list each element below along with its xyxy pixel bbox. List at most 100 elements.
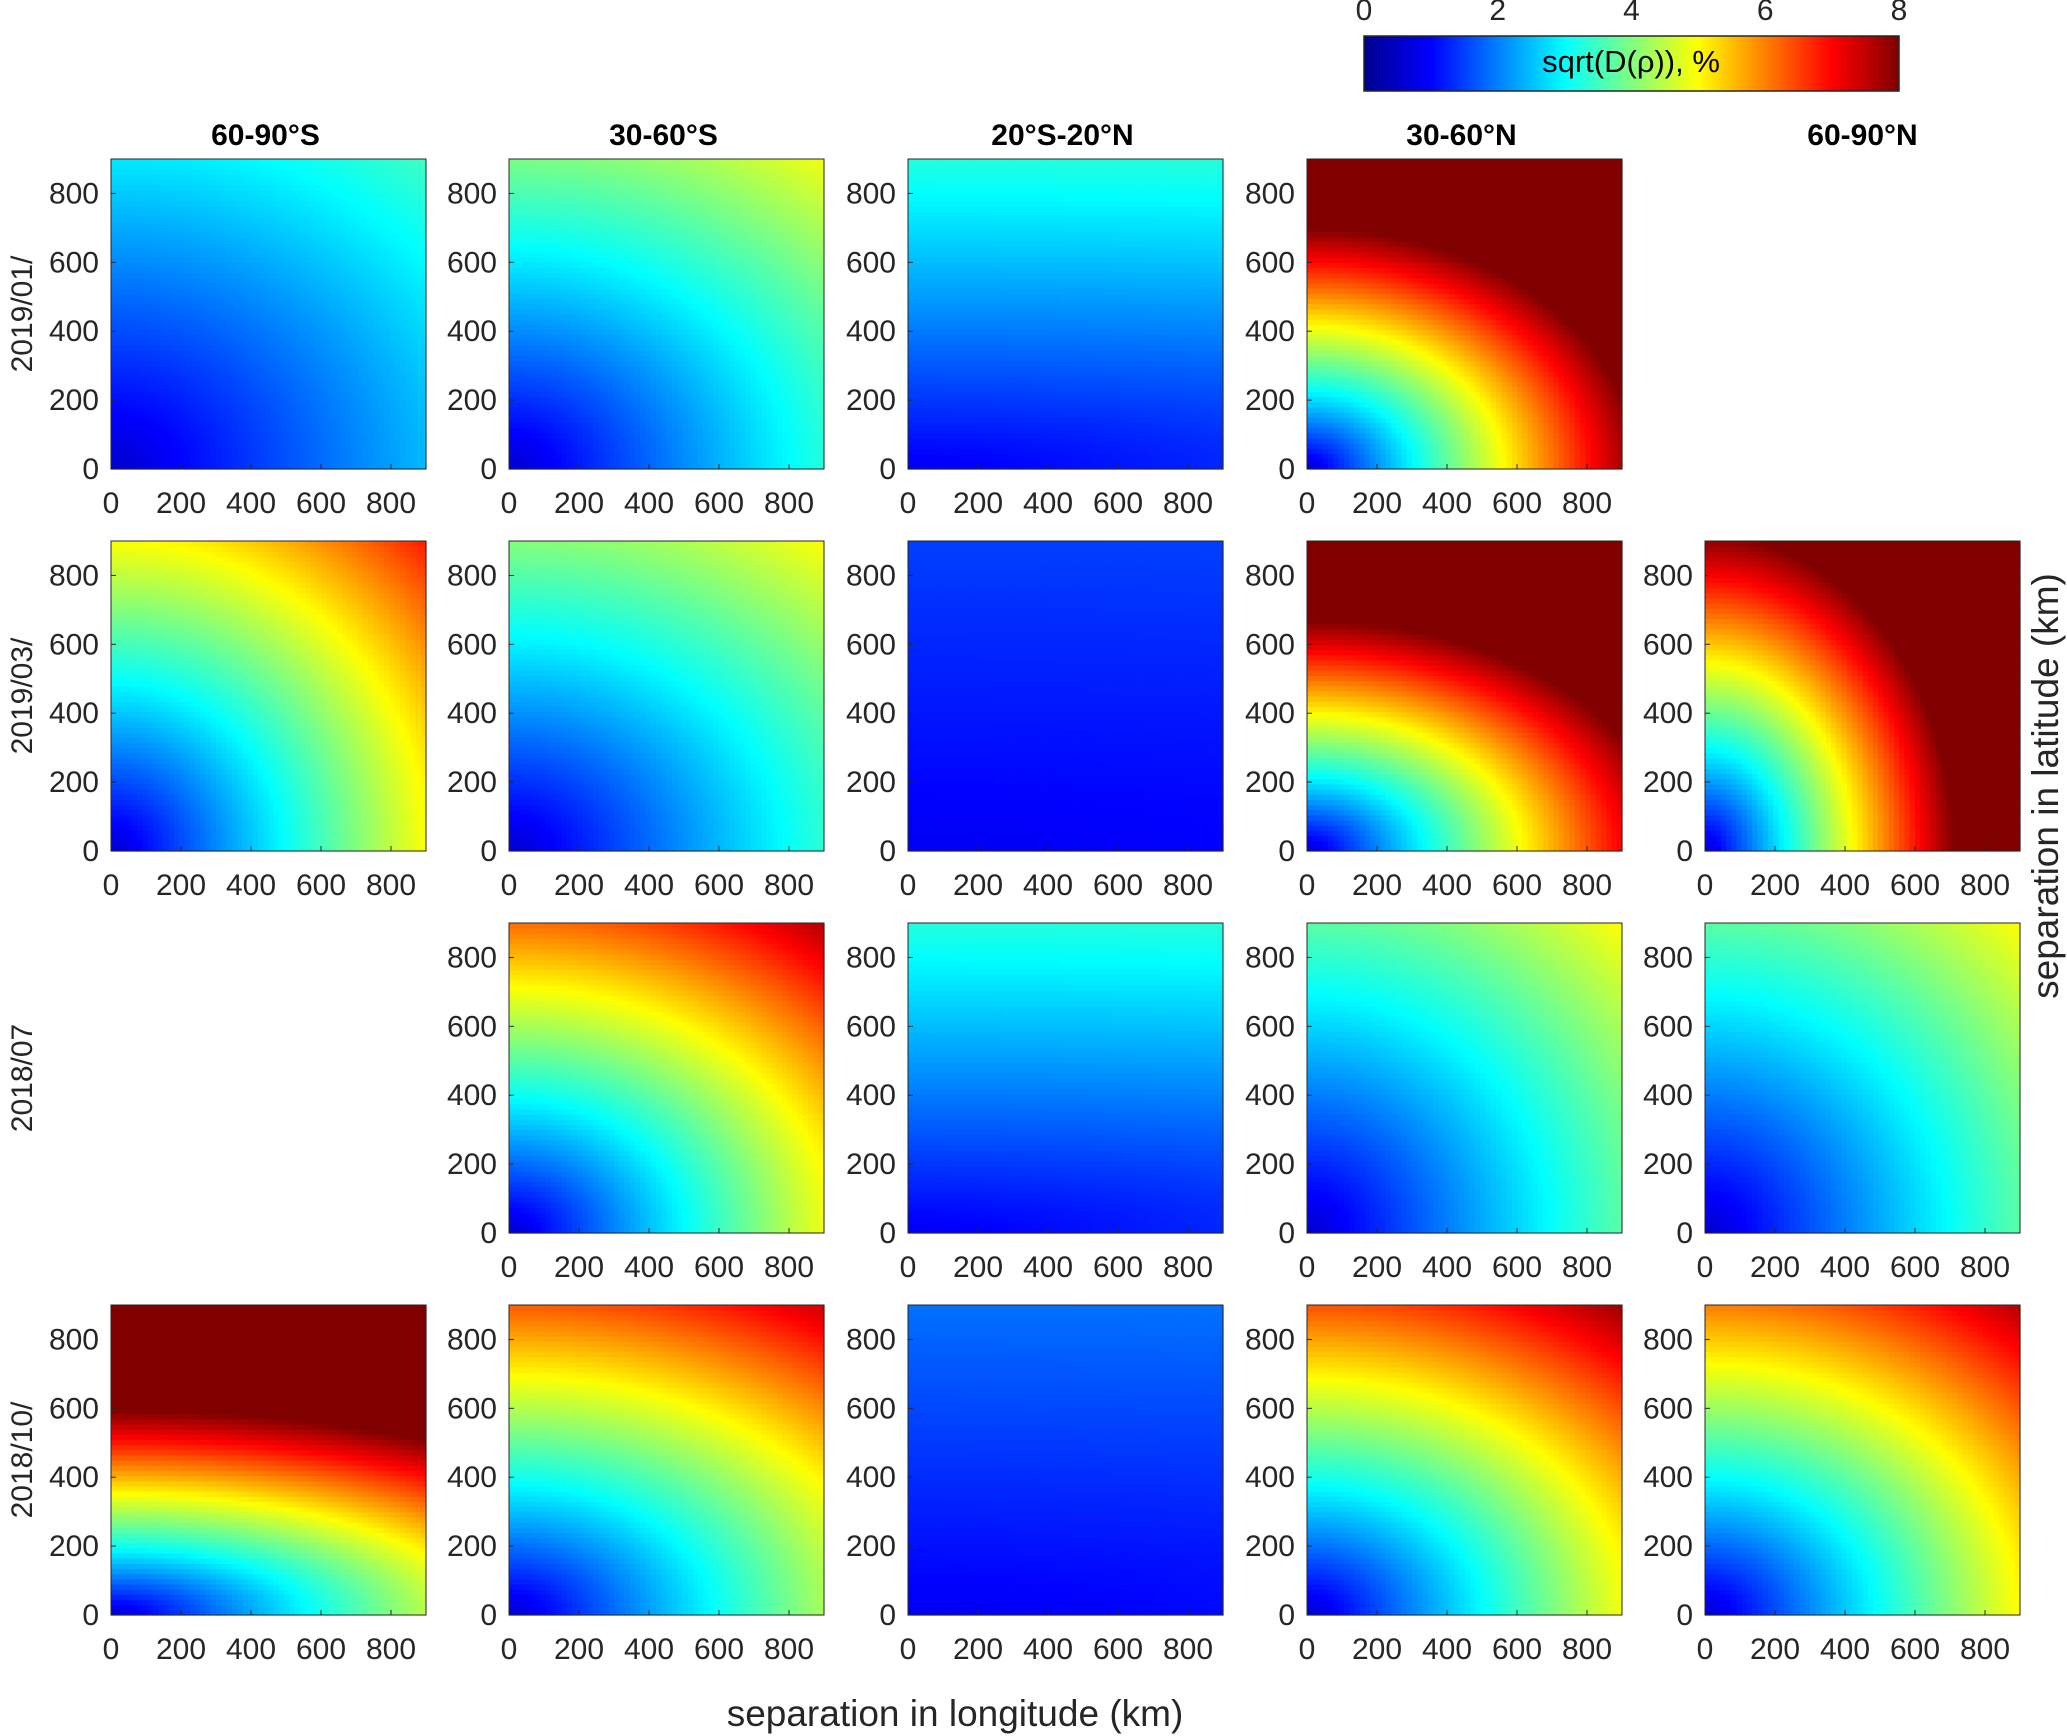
heatmap-cell [263,309,269,315]
heatmap-cell [174,319,180,325]
heatmap-cell [221,221,227,227]
heatmap-cell [242,299,248,305]
heatmap-cell [206,299,212,305]
heatmap-cell [127,454,133,460]
heatmap-cell [232,361,238,367]
heatmap-cell [242,376,248,382]
heatmap-cell [279,319,285,325]
heatmap-cell [300,211,306,217]
heatmap-cell [158,216,164,222]
heatmap-cell [321,237,327,243]
heatmap-cell [263,190,269,196]
heatmap-cell [237,443,243,449]
heatmap-cell [169,268,175,274]
heatmap-cell [153,206,159,212]
heatmap-cell [179,423,185,429]
heatmap-cell [111,237,117,243]
heatmap-cell [274,200,280,206]
heatmap-cell [248,392,254,398]
heatmap-cell [137,319,143,325]
heatmap-cell [279,417,285,423]
heatmap-cell [300,381,306,387]
heatmap-cell [347,361,353,367]
heatmap-cell [337,454,343,460]
heatmap-cell [274,288,280,294]
heatmap-cell [116,273,122,279]
heatmap-cell [269,402,275,408]
heatmap-cell [153,376,159,382]
heatmap-cell [206,324,212,330]
heatmap-cell [321,283,327,289]
heatmap-cell [227,376,233,382]
heatmap-cell [316,283,322,289]
heatmap-cell [127,299,133,305]
heatmap-cell [127,407,133,413]
heatmap-cell [263,319,269,325]
heatmap-cell [279,309,285,315]
heatmap-cell [232,324,238,330]
heatmap-cell [148,319,154,325]
heatmap-cell [190,304,196,310]
heatmap-cell [127,433,133,439]
heatmap-cell [284,314,290,320]
heatmap-cell [190,164,196,170]
heatmap-cell [200,216,206,222]
heatmap-cell [284,340,290,346]
heatmap-cell [232,190,238,196]
heatmap-cell [337,190,343,196]
heatmap-cell [290,428,296,434]
heatmap-cell [169,299,175,305]
heatmap-cell [216,324,222,330]
heatmap-cell [290,278,296,284]
heatmap-cell [179,319,185,325]
row-label: 2019/01/ [6,255,39,372]
heatmap-cell [158,448,164,454]
heatmap-cell [179,237,185,243]
heatmap-cell [195,454,201,460]
heatmap-cell [347,417,353,423]
heatmap-cell [195,423,201,429]
heatmap-cell [342,221,348,227]
heatmap-cell [279,226,285,232]
heatmap-cell [321,293,327,299]
heatmap-cell [153,211,159,217]
heatmap-cell [174,397,180,403]
heatmap-cell [263,175,269,181]
heatmap-cell [195,309,201,315]
heatmap-cell [143,237,149,243]
heatmap-cell [179,386,185,392]
heatmap-cell [316,288,322,294]
heatmap-cell [132,185,138,191]
heatmap-cell [269,304,275,310]
heatmap-cell [185,304,191,310]
heatmap-cell [211,459,217,465]
heatmap-cell [305,345,311,351]
heatmap-cell [332,423,338,429]
heatmap-cell [122,252,128,258]
heatmap-cell [148,355,154,361]
heatmap-cell [111,438,117,444]
heatmap-cell [227,175,233,181]
heatmap-cell [179,428,185,434]
heatmap-cell [263,433,269,439]
heatmap-cell [137,397,143,403]
heatmap-cell [295,361,301,367]
heatmap-cell [274,381,280,387]
heatmap-cell [174,381,180,387]
heatmap-cell [274,273,280,279]
heatmap-cell [111,340,117,346]
heatmap-cell [127,314,133,320]
heatmap-cell [216,200,222,206]
heatmap-cell [127,252,133,258]
heatmap-cell [206,262,212,268]
heatmap-cell [185,293,191,299]
heatmap-cell [342,169,348,175]
heatmap-cell [311,392,317,398]
heatmap-cell [190,340,196,346]
heatmap-cell [153,190,159,196]
heatmap-cell [332,159,338,165]
heatmap-cell [279,448,285,454]
heatmap-cell [179,448,185,454]
heatmap-cell [290,175,296,181]
heatmap-cell [148,340,154,346]
